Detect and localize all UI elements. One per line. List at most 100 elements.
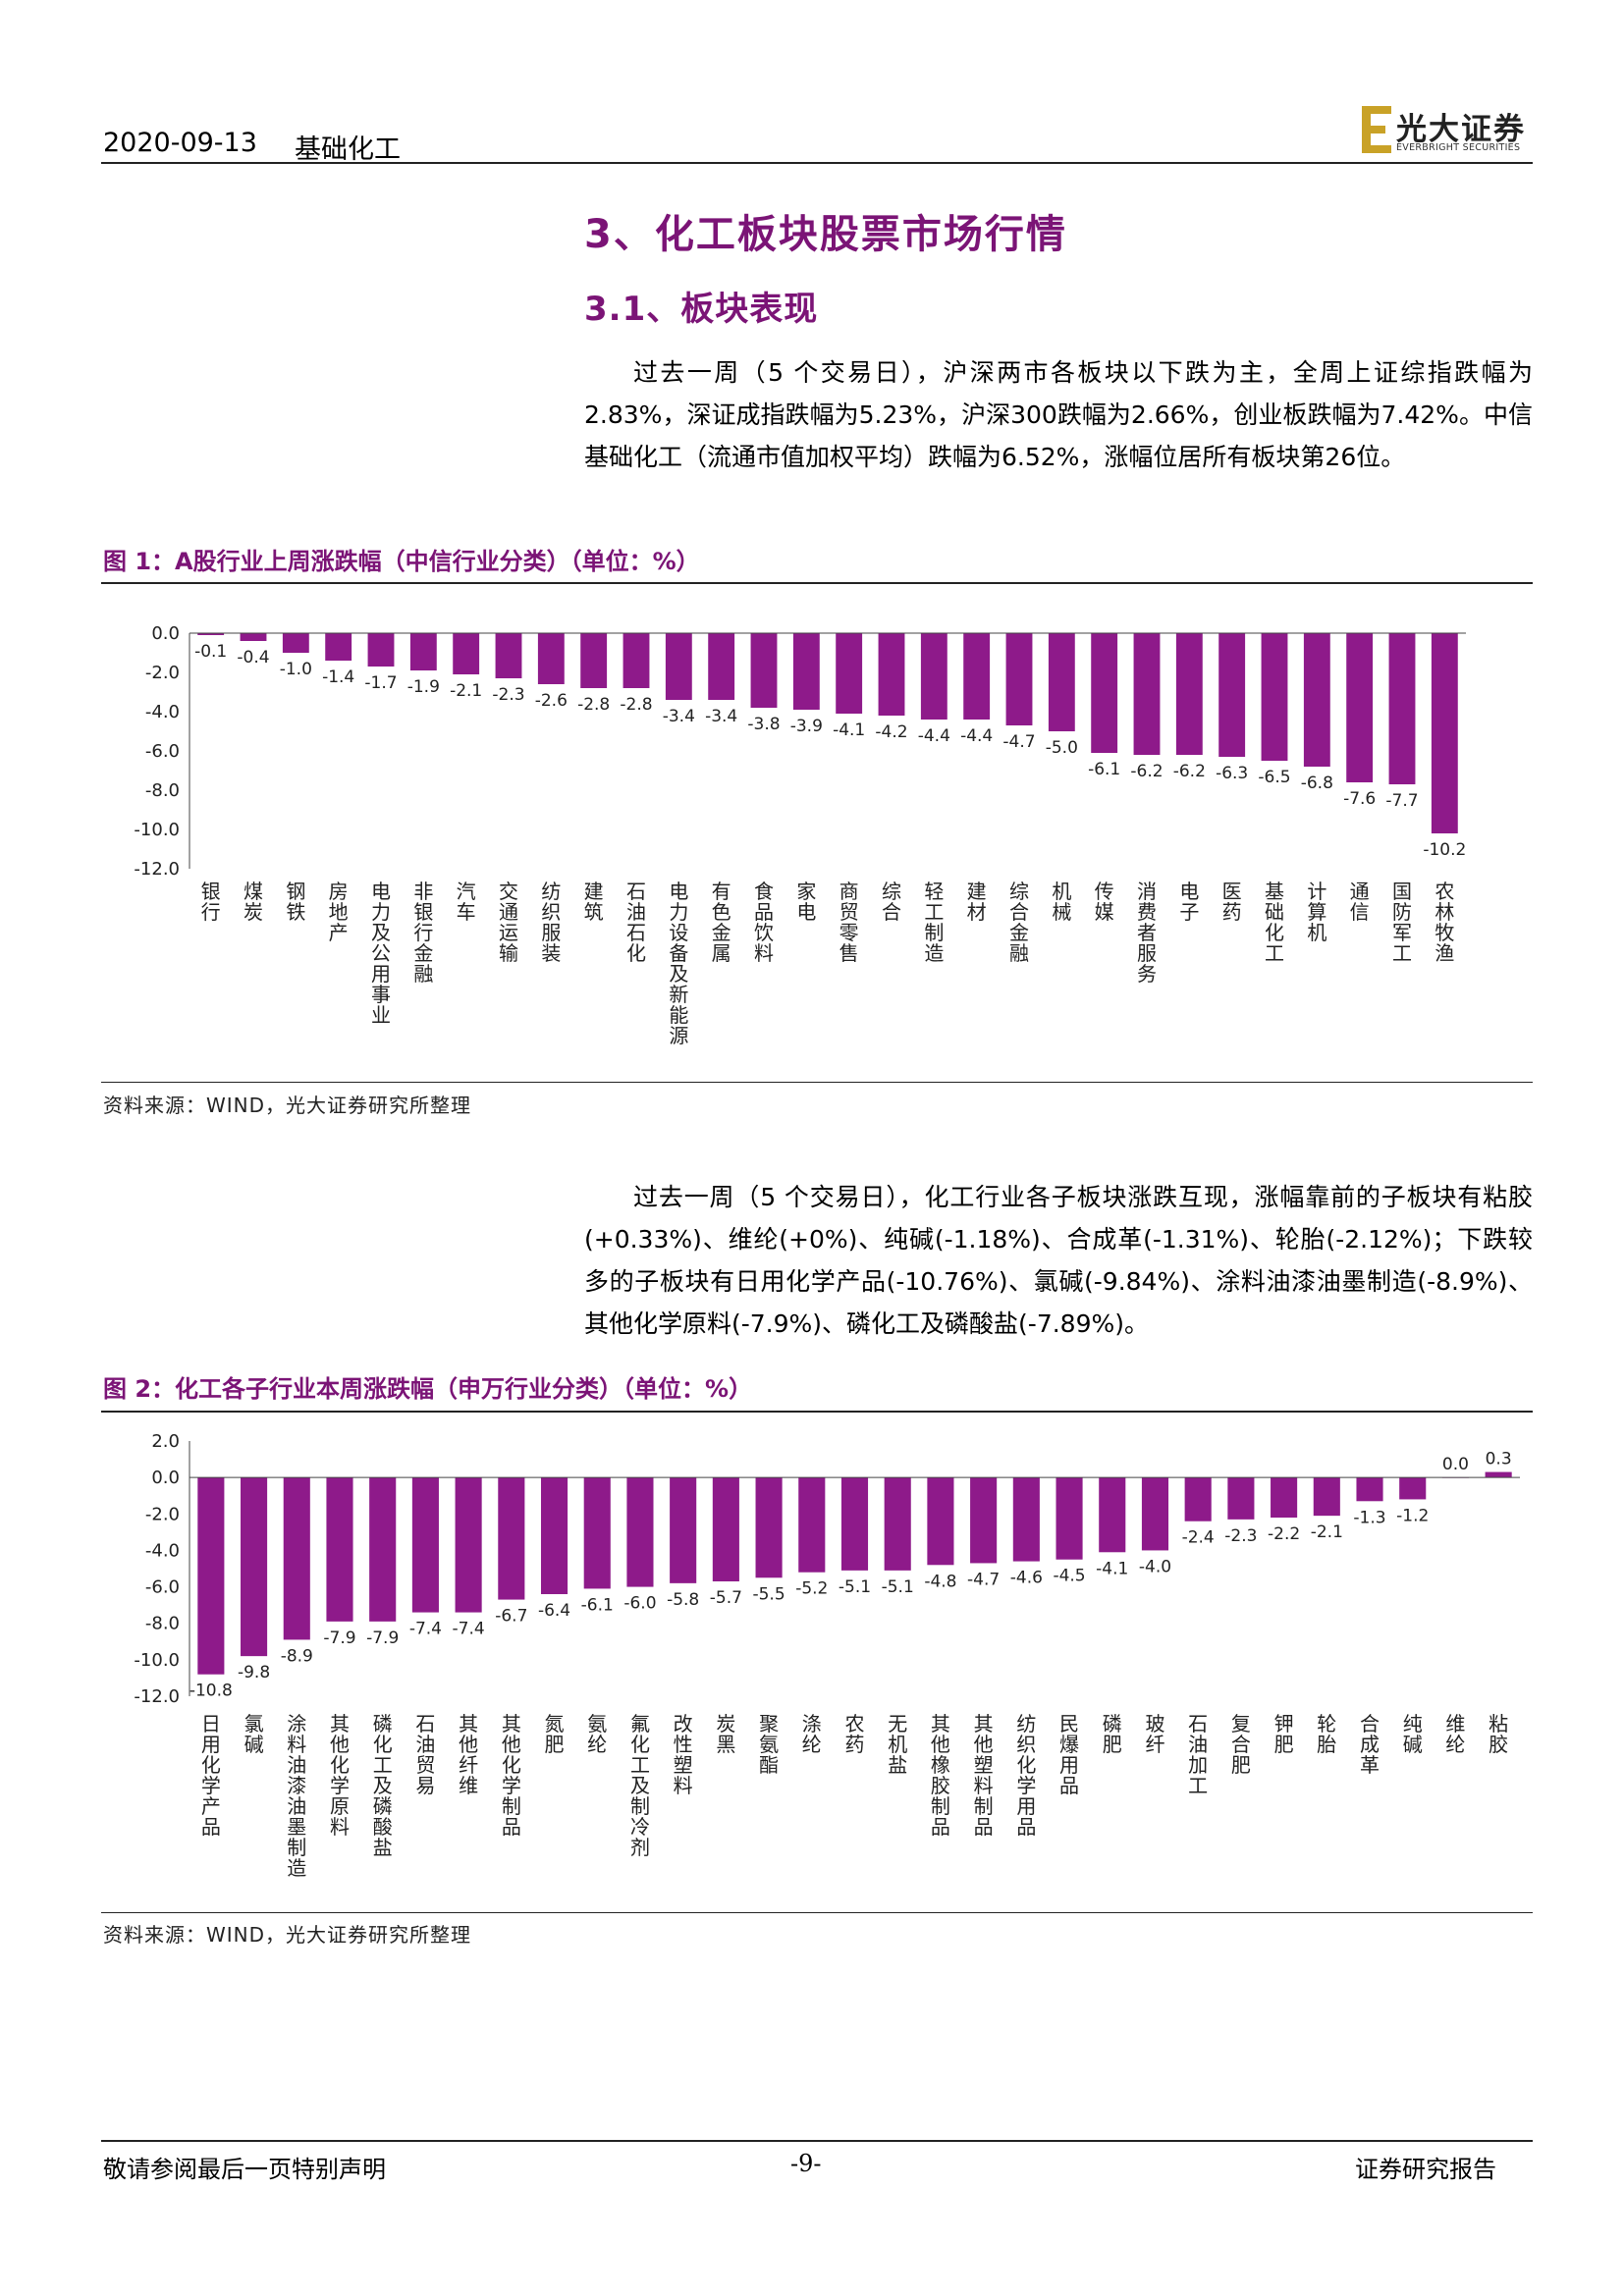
chart1-ytick-label: -10.0 (134, 1650, 180, 1671)
chart0-value-label: -6.2 (1130, 762, 1163, 781)
chart0-category-label: 建材 (967, 880, 987, 924)
chart0-bar (1175, 633, 1203, 755)
chart1-value-label: -5.5 (752, 1584, 785, 1604)
chart1-value-label: -9.8 (238, 1663, 270, 1682)
chart1-category-label: 磷化工及磷酸盐 (373, 1712, 393, 1859)
chart1-value-label: -4.0 (1139, 1557, 1171, 1576)
chart0-bar (367, 633, 395, 667)
chart0-bar (453, 633, 480, 674)
figure1-top-rule (101, 582, 1533, 584)
chart0-bar (920, 633, 947, 720)
chart1-bar (798, 1477, 826, 1573)
chart0-ytick-label: -8.0 (145, 780, 180, 801)
chart1-value-label: -7.9 (323, 1629, 355, 1648)
chart0-value-label: -2.6 (535, 691, 568, 711)
chart0-bar (1388, 633, 1416, 784)
chart1-bar (411, 1477, 439, 1613)
chart0-value-label: -1.7 (364, 673, 397, 693)
chart0-ytick-label: -2.0 (145, 663, 180, 683)
chart1-value-label: -6.7 (495, 1607, 527, 1627)
chart1-value-label: -6.4 (538, 1601, 570, 1621)
chart1-bar (1399, 1477, 1427, 1500)
chart0-value-label: -2.1 (450, 681, 482, 701)
chart0-bar (1346, 633, 1374, 782)
chart1-value-label: -5.8 (667, 1590, 699, 1610)
chart1-category-label: 氮肥 (545, 1712, 565, 1756)
chart1-value-label: -4.6 (1010, 1569, 1043, 1588)
chart0-value-label: -1.0 (280, 660, 312, 679)
chart1-category-label: 维纶 (1445, 1712, 1465, 1756)
chart0-bar (1091, 633, 1118, 753)
footer-report-type: 证券研究报告 (1355, 2156, 1496, 2183)
chart0-value-label: -10.2 (1423, 840, 1466, 860)
chart1-category-label: 其他橡胶制品 (931, 1712, 950, 1839)
figure2-bottom-rule (101, 1912, 1533, 1913)
chart1-bar (197, 1477, 225, 1675)
chart1-category-label: 聚氨酯 (759, 1712, 779, 1777)
chart1-value-label: -7.4 (409, 1620, 442, 1639)
chart0-bar (197, 633, 225, 635)
chart0-bar (495, 633, 522, 678)
chart1-category-label: 石油加工 (1188, 1712, 1208, 1797)
chart1-bar (1056, 1477, 1083, 1560)
chart1-category-label: 复合肥 (1231, 1712, 1251, 1777)
chart1-bar (1141, 1477, 1169, 1551)
chart1-category-label: 其他化学原料 (330, 1712, 350, 1839)
chart0-category-label: 综合 (882, 880, 901, 924)
chart1-value-label: -2.3 (1224, 1526, 1257, 1546)
chart0-bar (665, 633, 692, 700)
chart0-category-label: 建筑 (584, 880, 604, 924)
chart1-category-label: 石油贸易 (415, 1712, 435, 1797)
chart1-bar (498, 1477, 525, 1600)
chart1-value-label: -7.9 (366, 1629, 399, 1648)
chart1-category-label: 其他化学制品 (502, 1712, 521, 1839)
chart0-bar (1133, 633, 1161, 755)
chart0-value-label: -7.6 (1343, 789, 1376, 809)
chart1-category-label: 粘胶 (1489, 1712, 1508, 1756)
chart1-value-label: 0.0 (1442, 1455, 1469, 1474)
chart0-bar (1303, 633, 1330, 767)
chart1-category-label: 无机盐 (888, 1712, 907, 1777)
chart0-bar (836, 633, 863, 714)
chart0-ytick-label: -12.0 (134, 859, 180, 880)
chart0-value-label: -6.1 (1088, 760, 1120, 779)
chart1-bar (241, 1477, 268, 1657)
logo-subtitle: EVERBRIGHT SECURITIES (1396, 142, 1521, 153)
chart0-bar (1261, 633, 1288, 761)
chart1-category-label: 其他塑料制品 (974, 1712, 994, 1839)
chart1-bar (670, 1477, 697, 1583)
chart0-bar (580, 633, 608, 688)
chart0-category-label: 农林牧渔 (1435, 880, 1454, 965)
chart0-category-label: 交通运输 (499, 880, 518, 965)
chart1-value-label: -4.7 (967, 1570, 1000, 1589)
chart1-value-label: -4.1 (1096, 1559, 1128, 1578)
chart1-value-label: -5.1 (882, 1577, 914, 1597)
chart1-value-label: -8.9 (281, 1646, 313, 1666)
chart0-category-label: 商贸零售 (839, 880, 859, 965)
chart1-value-label: -5.1 (839, 1577, 871, 1597)
figure2-top-rule (101, 1411, 1533, 1413)
chart1-bar (1099, 1477, 1126, 1553)
chart1-value-label: -2.1 (1311, 1522, 1343, 1542)
chart0-category-label: 钢铁 (286, 880, 305, 924)
chart0-bar (1431, 633, 1458, 833)
company-logo (1360, 100, 1537, 159)
page-number: -9- (790, 2150, 822, 2177)
chart0-value-label: -6.3 (1216, 764, 1248, 783)
section-title: 3、化工板块股票市场行情 (584, 212, 1067, 257)
header-divider (101, 162, 1533, 164)
chart0-value-label: -0.4 (237, 648, 269, 667)
chart1-value-label: -5.7 (710, 1588, 742, 1608)
chart1-category-label: 涂料油漆油墨制造 (287, 1712, 306, 1880)
chart0-value-label: -1.9 (407, 677, 440, 697)
chart1-value-label: -10.8 (189, 1682, 233, 1701)
chart1-category-label: 氯碱 (244, 1712, 264, 1756)
chart0-category-label: 通信 (1350, 880, 1370, 924)
chart0-value-label: -4.2 (875, 722, 907, 742)
chart0-value-label: -0.1 (194, 642, 227, 662)
chart1-bar (283, 1477, 310, 1640)
chart0-ytick-label: -10.0 (134, 820, 180, 840)
chart0-category-label: 传媒 (1095, 880, 1114, 924)
subsection-title: 3.1、板块表现 (584, 290, 819, 329)
chart0-category-label: 石油石化 (626, 880, 646, 965)
